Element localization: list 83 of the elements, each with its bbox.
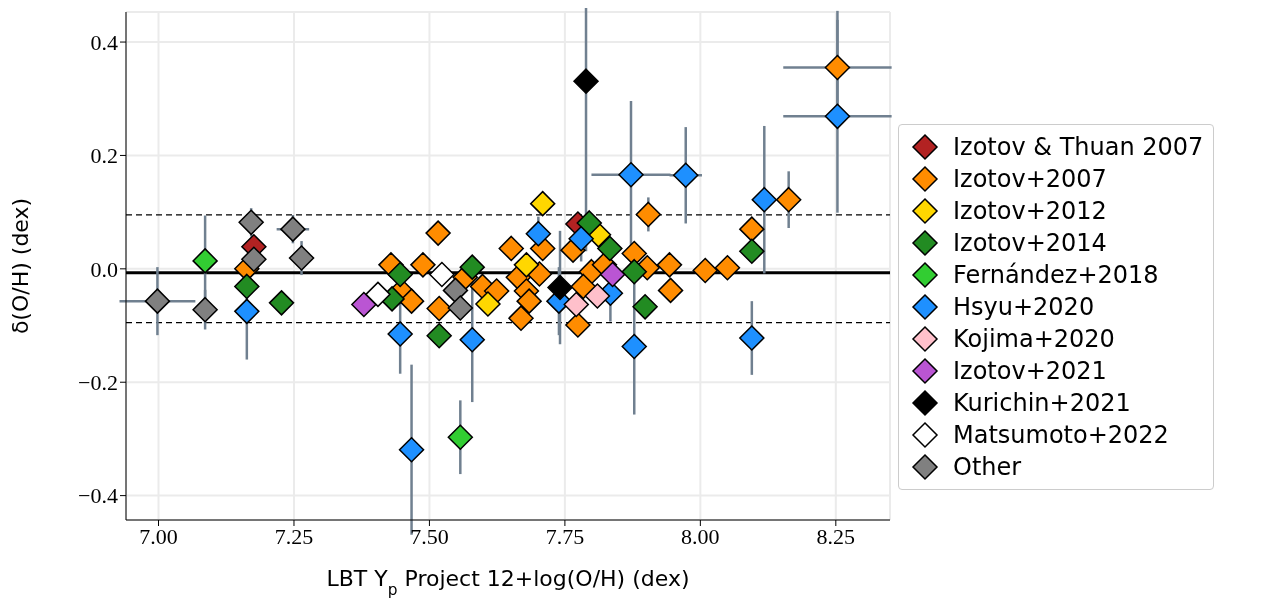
point: [618, 161, 644, 188]
x-tick-label: 7.50: [410, 523, 449, 549]
point: [459, 254, 485, 280]
legend-label: Fernández+2018: [953, 261, 1159, 289]
point: [751, 186, 778, 213]
point: [447, 295, 474, 321]
x-tick-label: 7.00: [139, 523, 178, 549]
point: [635, 201, 662, 228]
point: [584, 283, 611, 309]
x-tick-label: 7.25: [274, 523, 314, 549]
y-tick-label: 0.4: [90, 29, 118, 55]
point: [459, 326, 485, 353]
point: [387, 321, 413, 347]
point: [498, 235, 524, 262]
point: [238, 209, 264, 236]
point: [513, 252, 540, 278]
point: [426, 295, 452, 322]
legend-label: Kojima+2020: [953, 325, 1115, 353]
point: [387, 261, 413, 288]
legend-label: Matsumoto+2022: [953, 421, 1169, 449]
point: [565, 312, 591, 338]
point: [429, 261, 455, 288]
point: [425, 220, 451, 246]
point: [398, 288, 425, 314]
point: [621, 333, 647, 360]
point: [529, 190, 556, 217]
point: [714, 254, 741, 281]
legend-label: Izotov+2007: [953, 165, 1107, 193]
x-tick-label: 8.00: [681, 523, 720, 549]
point: [739, 325, 765, 351]
point: [657, 277, 684, 304]
point: [525, 220, 552, 247]
point: [824, 103, 851, 130]
point: [597, 235, 623, 262]
point: [234, 273, 260, 300]
point: [656, 252, 683, 278]
point: [475, 291, 501, 317]
point: [192, 296, 218, 323]
point: [739, 238, 765, 265]
point: [570, 273, 597, 300]
point: [576, 210, 603, 236]
point: [563, 291, 590, 318]
point: [365, 281, 391, 308]
point: [599, 261, 626, 288]
y-axis-title: δ(O/H) (dex): [8, 197, 33, 335]
y-tick-label: −0.2: [78, 370, 118, 396]
legend-label: Hsyu+2020: [953, 293, 1095, 321]
point: [288, 245, 315, 271]
point: [739, 216, 765, 242]
point: [351, 291, 377, 318]
point: [573, 68, 599, 94]
x-tick-label: 7.75: [545, 523, 585, 549]
legend-label: Izotov & Thuan 2007: [953, 133, 1204, 161]
point: [632, 294, 658, 320]
point: [568, 226, 594, 252]
point: [241, 246, 267, 272]
point: [508, 305, 534, 331]
legend-label: Izotov+2014: [953, 229, 1107, 257]
point: [268, 290, 295, 316]
point: [621, 258, 647, 285]
point: [775, 186, 802, 213]
y-tick-label: 0.0: [90, 256, 118, 282]
point: [547, 274, 573, 301]
point: [280, 216, 306, 242]
point: [442, 277, 469, 304]
point: [410, 252, 436, 278]
legend-label: Other: [953, 453, 1022, 481]
legend-label: Izotov+2021: [953, 357, 1107, 385]
x-axis-title: LBT Y$_{p}$ Project 12+log(O/H) (dex): [326, 566, 690, 599]
point: [234, 298, 260, 325]
y-tick-label: 0.2: [90, 143, 118, 169]
point: [824, 54, 851, 81]
x-tick-label: 8.25: [816, 523, 856, 549]
point: [144, 288, 171, 314]
point: [516, 288, 542, 314]
point: [692, 257, 718, 284]
point: [398, 436, 425, 463]
point: [426, 322, 452, 349]
y-tick-label: −0.4: [78, 483, 118, 509]
point: [192, 248, 218, 274]
legend-label: Izotov+2012: [953, 197, 1107, 225]
legend-label: Kurichin+2021: [953, 389, 1131, 417]
point: [447, 424, 474, 450]
